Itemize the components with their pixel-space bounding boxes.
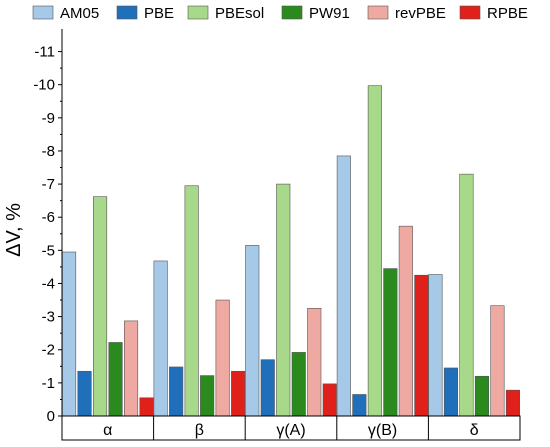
y-tick-label: -2 [42, 342, 55, 359]
legend-label-PBE: PBE [144, 5, 174, 22]
bar-PBE-0 [77, 370, 92, 417]
category-label: β [195, 422, 204, 439]
y-tick-label: -10 [33, 77, 55, 94]
bar-RPBE-1 [231, 370, 246, 417]
y-tick-label: -7 [42, 176, 55, 193]
legend-swatch-RPBE [459, 5, 481, 20]
legend-swatch-AM05 [32, 5, 54, 20]
y-tick-label: -9 [42, 110, 55, 127]
bar-PBEsol-0 [93, 196, 108, 417]
y-tick-label: 0 [47, 408, 55, 425]
category-label: γ(A) [276, 422, 305, 439]
bar-PBEsol-1 [184, 185, 199, 417]
legend-swatch-PBE [116, 5, 138, 20]
bar-PW91-4 [474, 375, 490, 417]
category-label: γ(B) [368, 422, 397, 439]
bar-RPBE-3 [414, 274, 429, 417]
bar-AM05-3 [336, 155, 351, 417]
bar-AM05-4 [428, 274, 443, 417]
y-tick-label: -1 [42, 375, 55, 392]
x-axis: α β γ(A) γ(B) δ [61, 415, 521, 441]
bar-AM05-0 [61, 251, 77, 417]
bar-PBE-3 [352, 394, 367, 417]
y-tick-label: -8 [42, 143, 55, 160]
legend-swatch-PW91 [281, 5, 303, 20]
y-tick-label: -6 [42, 209, 55, 226]
legend-label-AM05: AM05 [60, 5, 99, 22]
legend-swatch-revPBE [367, 5, 389, 20]
bar-revPBE-4 [490, 305, 505, 417]
legend-label-PBEsol: PBEsol [215, 5, 264, 22]
bar-PBE-4 [443, 367, 459, 417]
category-label: α [103, 422, 112, 439]
y-tick-label: -11 [34, 44, 55, 61]
bar-revPBE-2 [307, 308, 322, 417]
category-label: δ [470, 422, 479, 439]
bar-PW91-0 [108, 342, 123, 417]
bar-RPBE-2 [322, 383, 337, 417]
bar-RPBE-4 [505, 389, 521, 417]
y-tick-label: -3 [42, 309, 55, 326]
bar-PBEsol-2 [276, 183, 291, 417]
legend-swatch-PBEsol [187, 5, 209, 20]
bar-PBEsol-3 [367, 85, 382, 417]
bar-PBEsol-4 [459, 173, 474, 417]
bar-revPBE-3 [398, 225, 413, 417]
bar-PBE-1 [169, 366, 184, 417]
bar-revPBE-1 [215, 299, 230, 417]
category-box [61, 415, 521, 441]
legend-label-RPBE: RPBE [487, 5, 528, 22]
y-tick-label: -4 [42, 275, 55, 292]
plot-area [61, 85, 521, 417]
y-axis-title: ΔV, % [3, 203, 25, 257]
legend-label-PW91: PW91 [309, 5, 350, 22]
bar-PBE-2 [260, 359, 275, 417]
bar-revPBE-0 [124, 320, 139, 417]
legend-label-revPBE: revPBE [395, 5, 446, 22]
bar-PW91-2 [291, 352, 306, 417]
bar-PW91-1 [200, 375, 215, 417]
y-axis: 0 -1 -2 -3 -4 -5 -6 -7 -8 -9 -10 -11 [33, 29, 63, 425]
bar-AM05-2 [245, 245, 260, 417]
legend: AM05 PBE PBEsol PW91 revPBE RPBE [32, 5, 528, 22]
bar-PW91-3 [383, 268, 398, 417]
bar-RPBE-0 [139, 397, 154, 417]
y-tick-label: -5 [42, 242, 55, 259]
bar-AM05-1 [153, 260, 168, 417]
